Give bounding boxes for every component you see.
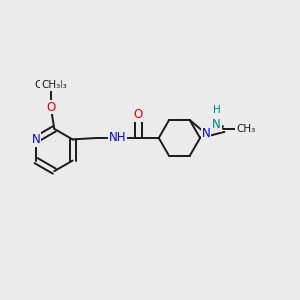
Text: O: O [134, 109, 143, 122]
Text: CH₃: CH₃ [236, 124, 255, 134]
Text: O–CH₃: O–CH₃ [34, 80, 67, 90]
Text: N: N [32, 133, 40, 146]
Text: N: N [212, 118, 220, 131]
Text: O: O [46, 100, 56, 114]
Text: O: O [46, 100, 56, 114]
Text: N: N [202, 127, 210, 140]
Text: CH₃: CH₃ [41, 80, 60, 90]
Text: NH: NH [109, 131, 126, 145]
Text: H: H [213, 105, 221, 115]
